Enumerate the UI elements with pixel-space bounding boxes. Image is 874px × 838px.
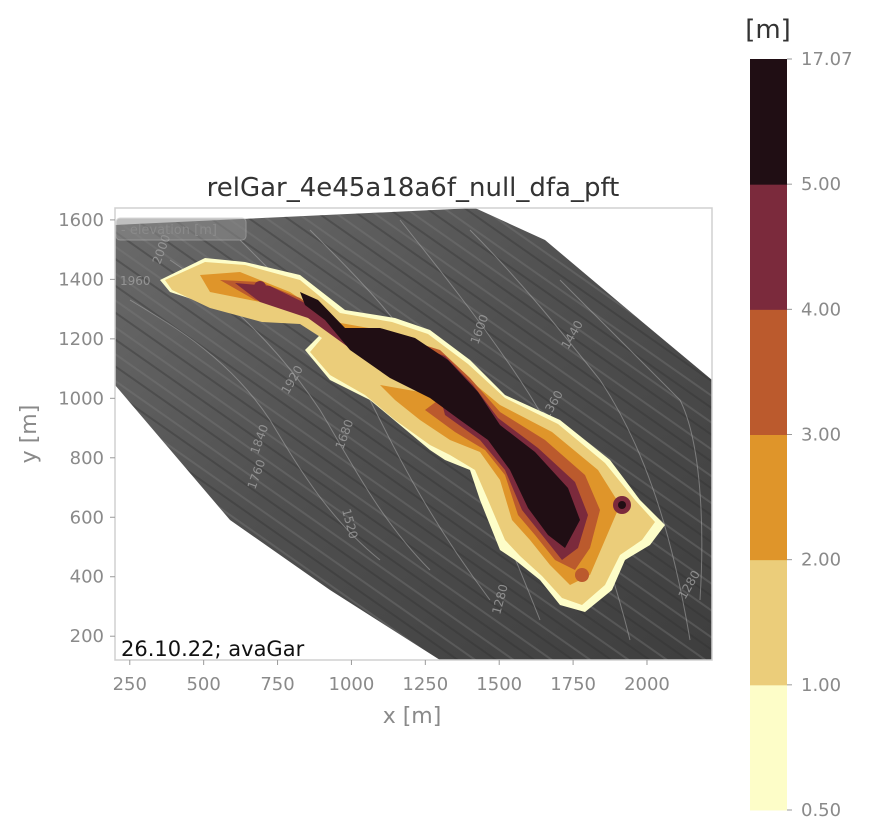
elevation-legend: - elevation [m] <box>115 217 247 241</box>
colorbar-tick-label: 2.00 <box>801 550 841 571</box>
colorbar-segment <box>750 309 787 435</box>
flow-band-5-17 <box>300 292 580 548</box>
colorbar: 0.50 1.00 2.00 3.00 4.00 5.00 17.07 <box>750 49 853 821</box>
flow-band-2-3 <box>200 272 620 585</box>
chart-title: relGar_4e45a18a6f_null_dfa_pft <box>207 173 620 203</box>
colorbar-tick-label: 0.50 <box>801 800 841 821</box>
colorbar-unit: [m] <box>745 15 791 45</box>
contour-label: 1960 <box>120 274 151 288</box>
plot-frame <box>114 207 713 661</box>
x-tick-label: 1750 <box>550 674 596 695</box>
flow-spot <box>575 568 589 582</box>
plot-annotation: 26.10.22; avaGar <box>121 637 305 661</box>
x-axis-ticks: 250 500 750 1000 1250 1500 1750 2000 <box>113 660 670 695</box>
colorbar-segment <box>750 434 787 561</box>
x-tick-label: 2000 <box>624 674 670 695</box>
y-tick-label: 200 <box>70 626 104 647</box>
x-tick-label: 750 <box>260 674 294 695</box>
x-axis-label: x [m] <box>383 704 442 729</box>
y-axis-label: y [m] <box>17 405 42 464</box>
colorbar-segment <box>750 184 787 310</box>
y-tick-label: 800 <box>70 448 104 469</box>
y-tick-label: 400 <box>70 567 104 588</box>
plot-area: 1960 2000 1840 1920 1680 1760 1600 1520 … <box>115 208 712 660</box>
colorbar-tick-label: 3.00 <box>801 425 841 446</box>
colorbar-tick-label: 5.00 <box>801 174 841 195</box>
flow-spot <box>618 501 626 509</box>
y-tick-label: 1000 <box>58 388 104 409</box>
y-axis-ticks: 200 400 600 800 1000 1200 1400 1600 <box>58 210 115 647</box>
colorbar-tick-label: 17.07 <box>801 49 853 70</box>
y-tick-label: 1600 <box>58 210 104 231</box>
y-tick-label: 1400 <box>58 269 104 290</box>
colorbar-tick-label: 4.00 <box>801 299 841 320</box>
x-tick-label: 1500 <box>476 674 522 695</box>
colorbar-segment <box>750 684 787 811</box>
x-tick-label: 250 <box>113 674 147 695</box>
flow-spot <box>254 281 266 293</box>
x-tick-label: 1000 <box>329 674 375 695</box>
colorbar-segment <box>750 59 787 185</box>
colorbar-segment <box>750 559 787 686</box>
y-tick-label: 1200 <box>58 329 104 350</box>
x-tick-label: 1250 <box>402 674 448 695</box>
colorbar-tick-label: 1.00 <box>801 675 841 696</box>
y-tick-label: 600 <box>70 507 104 528</box>
x-tick-label: 500 <box>186 674 220 695</box>
elevation-legend-label: - elevation [m] <box>121 223 217 238</box>
